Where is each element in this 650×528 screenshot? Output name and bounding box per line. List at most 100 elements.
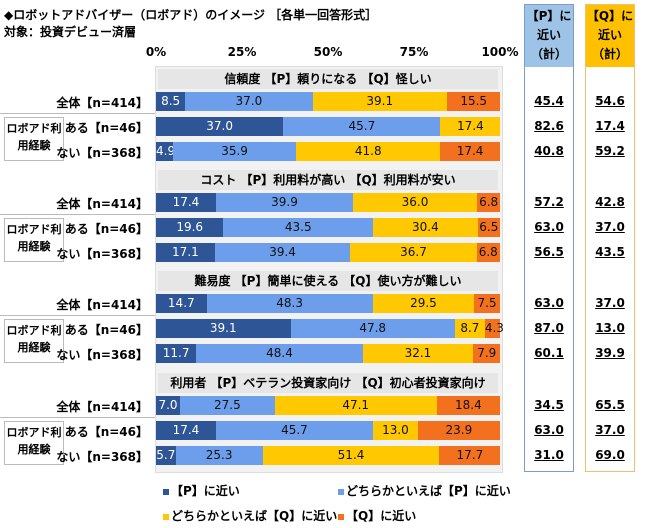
bar-segment: 32.1 bbox=[362, 344, 474, 363]
bar-segment: 8.5 bbox=[156, 92, 186, 111]
chart-title: ◆ロボットアドバイザー（ロボアド）のイメージ ［各単一回答形式］ bbox=[4, 8, 378, 22]
section-title: 利用者 【P】ベテラン投資家向け 【Q】初心者投資家向け bbox=[158, 373, 498, 393]
bar-segment: 6.8 bbox=[476, 193, 501, 212]
bar-segment: 41.8 bbox=[296, 142, 441, 161]
p-total-header: 【P】に近い（計） bbox=[525, 5, 573, 67]
row-label: ない【n=368】 bbox=[56, 146, 148, 160]
section-title: 難易度 【P】簡単に使える 【Q】使い方が難しい bbox=[158, 271, 498, 291]
row-label: 全体【n=414】 bbox=[56, 298, 148, 312]
q-total-value: 37.0 bbox=[595, 296, 625, 310]
group-label: ロボアド利用経験 bbox=[4, 319, 64, 363]
group-separator bbox=[0, 315, 155, 316]
q-total-value: 17.4 bbox=[595, 119, 625, 133]
bar-segment: 27.5 bbox=[180, 396, 275, 415]
bar-segment: 5.7 bbox=[156, 446, 176, 465]
legend-swatch bbox=[163, 513, 169, 520]
bar-segment: 6.5 bbox=[477, 218, 500, 237]
bar-segment: 35.9 bbox=[172, 142, 297, 161]
q-total-value: 13.0 bbox=[595, 321, 625, 335]
row-label: 全体【n=414】 bbox=[56, 400, 148, 414]
row-label: ある【n=46】 bbox=[64, 323, 148, 337]
bar-segment: 36.0 bbox=[353, 193, 477, 212]
bar-segment: 15.5 bbox=[447, 92, 501, 111]
p-total-value: 40.8 bbox=[534, 144, 564, 158]
q-total-header: 【Q】に近い（計） bbox=[586, 5, 634, 67]
legend-label: どちらかといえば【Q】に近い bbox=[171, 509, 338, 523]
group-separator bbox=[0, 113, 155, 114]
q-total-column: 【Q】に近い（計） bbox=[585, 4, 635, 472]
bar-segment: 13.0 bbox=[373, 421, 418, 440]
p-total-column: 【P】に近い（計） bbox=[524, 4, 574, 472]
legend-label: 【Q】に近い bbox=[346, 509, 417, 523]
x-tick-label: 100% bbox=[481, 45, 519, 59]
row-label: 全体【n=414】 bbox=[56, 96, 148, 110]
legend-item: 【Q】に近い bbox=[338, 507, 416, 524]
group-label: ロボアド利用経験 bbox=[4, 421, 64, 465]
q-total-value: 43.5 bbox=[595, 245, 625, 259]
row-label: ない【n=368】 bbox=[56, 348, 148, 362]
bar-segment: 7.9 bbox=[473, 344, 501, 363]
legend-item: 【P】に近い bbox=[163, 482, 240, 499]
q-total-value: 65.5 bbox=[595, 398, 625, 412]
bar-segment: 36.7 bbox=[350, 243, 477, 262]
bar-segment: 47.1 bbox=[274, 396, 437, 415]
p-total-value: 63.0 bbox=[534, 423, 564, 437]
bar-segment: 18.4 bbox=[436, 396, 500, 415]
bar-segment: 29.5 bbox=[372, 294, 475, 313]
bar-segment: 17.4 bbox=[440, 142, 500, 161]
p-total-value: 31.0 bbox=[534, 448, 564, 462]
bar-segment: 7.0 bbox=[156, 396, 181, 415]
row-label: ない【n=368】 bbox=[56, 450, 148, 464]
bar-segment: 48.4 bbox=[196, 344, 363, 363]
legend-label: どちらかといえば【P】に近い bbox=[346, 484, 511, 498]
bar-segment: 19.6 bbox=[156, 218, 224, 237]
bar-segment: 48.3 bbox=[206, 294, 373, 313]
q-total-value: 42.8 bbox=[595, 195, 625, 209]
bar-segment: 17.4 bbox=[156, 421, 216, 440]
p-total-value: 63.0 bbox=[534, 220, 564, 234]
section-title: コスト 【P】利用料が高い 【Q】利用料が安い bbox=[158, 170, 498, 190]
row-label: ない【n=368】 bbox=[56, 247, 148, 261]
group-label: ロボアド利用経験 bbox=[4, 218, 64, 262]
bar-segment: 14.7 bbox=[156, 294, 207, 313]
bar-segment: 4.3 bbox=[484, 319, 504, 338]
bar-segment: 17.1 bbox=[156, 243, 215, 262]
x-tick-label: 50% bbox=[313, 45, 343, 59]
bar-segment: 23.9 bbox=[417, 421, 500, 440]
bar-segment: 37.0 bbox=[185, 92, 313, 111]
bar-segment: 39.1 bbox=[156, 319, 291, 338]
bar-segment: 39.1 bbox=[312, 92, 448, 111]
p-total-value: 60.1 bbox=[534, 346, 564, 360]
bar-segment: 30.4 bbox=[373, 218, 478, 237]
legend-label: 【P】に近い bbox=[171, 484, 240, 498]
p-total-value: 57.2 bbox=[534, 195, 564, 209]
bar-segment: 43.5 bbox=[223, 218, 374, 237]
group-separator bbox=[0, 214, 155, 215]
group-label: ロボアド利用経験 bbox=[4, 117, 64, 161]
q-total-value: 37.0 bbox=[595, 220, 625, 234]
legend-swatch bbox=[338, 513, 344, 520]
p-total-value: 87.0 bbox=[534, 321, 564, 335]
bar-segment: 11.7 bbox=[156, 344, 197, 363]
legend-item: どちらかといえば【P】に近い bbox=[338, 482, 511, 499]
q-total-value: 37.0 bbox=[595, 423, 625, 437]
p-total-value: 45.4 bbox=[534, 94, 564, 108]
bar-segment: 25.3 bbox=[175, 446, 263, 465]
p-total-value: 82.6 bbox=[534, 119, 564, 133]
bar-segment: 37.0 bbox=[156, 117, 284, 136]
x-tick-label: 75% bbox=[399, 45, 429, 59]
bar-segment: 17.7 bbox=[439, 446, 501, 465]
row-label: 全体【n=414】 bbox=[56, 197, 148, 211]
p-total-value: 34.5 bbox=[534, 398, 564, 412]
p-total-value: 56.5 bbox=[534, 245, 564, 259]
bar-segment: 8.7 bbox=[454, 319, 485, 338]
bar-segment: 51.4 bbox=[262, 446, 440, 465]
row-label: ある【n=46】 bbox=[64, 121, 148, 135]
group-separator bbox=[0, 417, 155, 418]
bar-segment: 45.7 bbox=[215, 421, 374, 440]
q-total-value: 39.9 bbox=[595, 346, 625, 360]
q-total-value: 69.0 bbox=[595, 448, 625, 462]
row-label: ある【n=46】 bbox=[64, 425, 148, 439]
section-title: 信頼度 【P】頼りになる 【Q】怪しい bbox=[158, 69, 498, 89]
